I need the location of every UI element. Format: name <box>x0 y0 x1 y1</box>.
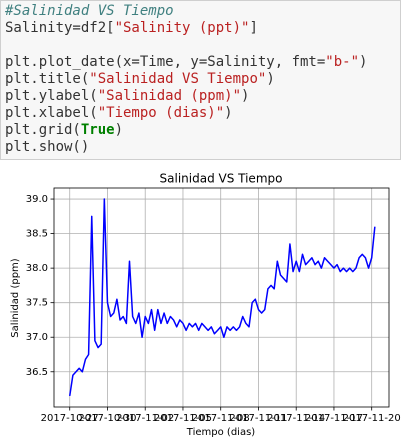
code-cell: #Salinidad VS Tiempo Salinity=df2["Salini… <box>0 0 401 160</box>
code-token: plt.title( <box>5 71 90 87</box>
code-line: plt.plot_date(x=Time, y=Salinity, fmt="b… <box>5 54 367 71</box>
x-axis-label: Tiempo (dias) <box>186 427 255 438</box>
y-tick-label: 37.5 <box>26 298 48 309</box>
code-token: True <box>80 122 115 138</box>
code-line: #Salinidad VS Tiempo <box>5 3 174 20</box>
y-tick-label: 36.5 <box>26 367 48 378</box>
code-line: Salinity=df2["Salinity (ppt)"] <box>5 20 258 37</box>
code-token: "b-" <box>325 54 360 70</box>
x-tick-label: 2017-11-14 <box>267 413 325 424</box>
code-token: plt.xlabel( <box>5 105 98 121</box>
code-line: plt.show() <box>5 139 89 156</box>
data-line <box>68 198 376 397</box>
code-line: plt.grid(True) <box>5 122 123 139</box>
code-token: plt.grid( <box>5 122 81 138</box>
code-line: plt.title("Salinidad VS Tiempo") <box>5 71 275 88</box>
y-tick-label: 38.5 <box>26 229 48 240</box>
code-token: "Salinidad (ppm)" <box>97 88 242 104</box>
y-tick-label: 39.0 <box>26 194 48 205</box>
x-tick-label: 2017-11-05 <box>154 413 212 424</box>
plot-frame <box>53 187 390 408</box>
code-token: ) <box>266 71 275 87</box>
code-token: ] <box>249 20 258 36</box>
code-token: ) <box>241 88 250 104</box>
code-line: plt.xlabel("Tiempo (dias)") <box>5 105 233 122</box>
code-token: ) <box>359 54 368 70</box>
chart: Salinidad VS Tiempo Tiempo (dias) Salini… <box>10 172 401 439</box>
code-token: plt.show() <box>5 139 90 155</box>
chart-title: Salinidad VS Tiempo <box>160 172 283 186</box>
code-token: "Salinidad VS Tiempo" <box>89 71 267 87</box>
x-tick-label: 2017-11-17 <box>305 413 363 424</box>
code-line: plt.ylabel("Salinidad (ppm)") <box>5 88 249 105</box>
y-axis-label: Salinidad (ppm) <box>10 258 21 337</box>
x-tick-label: 2017-11-08 <box>192 413 250 424</box>
code-token: ) <box>114 122 124 138</box>
code-token: "Tiempo (dias)" <box>97 105 225 121</box>
x-tick-label: 2017-10-27 <box>41 413 99 424</box>
code-token: "Salinity (ppt)" <box>114 20 250 36</box>
code-token: #Salinidad VS Tiempo <box>5 3 174 19</box>
x-tick-label: 2017-11-20 <box>343 413 401 424</box>
x-tick-label: 2017-10-30 <box>78 413 136 424</box>
code-token: Salinity=df2[ <box>5 20 115 36</box>
code-token: plt.plot_date(x=Time, y=Salinity, fmt= <box>5 54 326 70</box>
x-tick-label: 2017-11-02 <box>116 413 174 424</box>
x-tick-label: 2017-11-11 <box>229 413 287 424</box>
y-tick-label: 37.0 <box>26 332 48 343</box>
y-tick-label: 38.0 <box>26 263 48 274</box>
code-token: ) <box>224 105 233 121</box>
code-token: plt.ylabel( <box>5 88 98 104</box>
